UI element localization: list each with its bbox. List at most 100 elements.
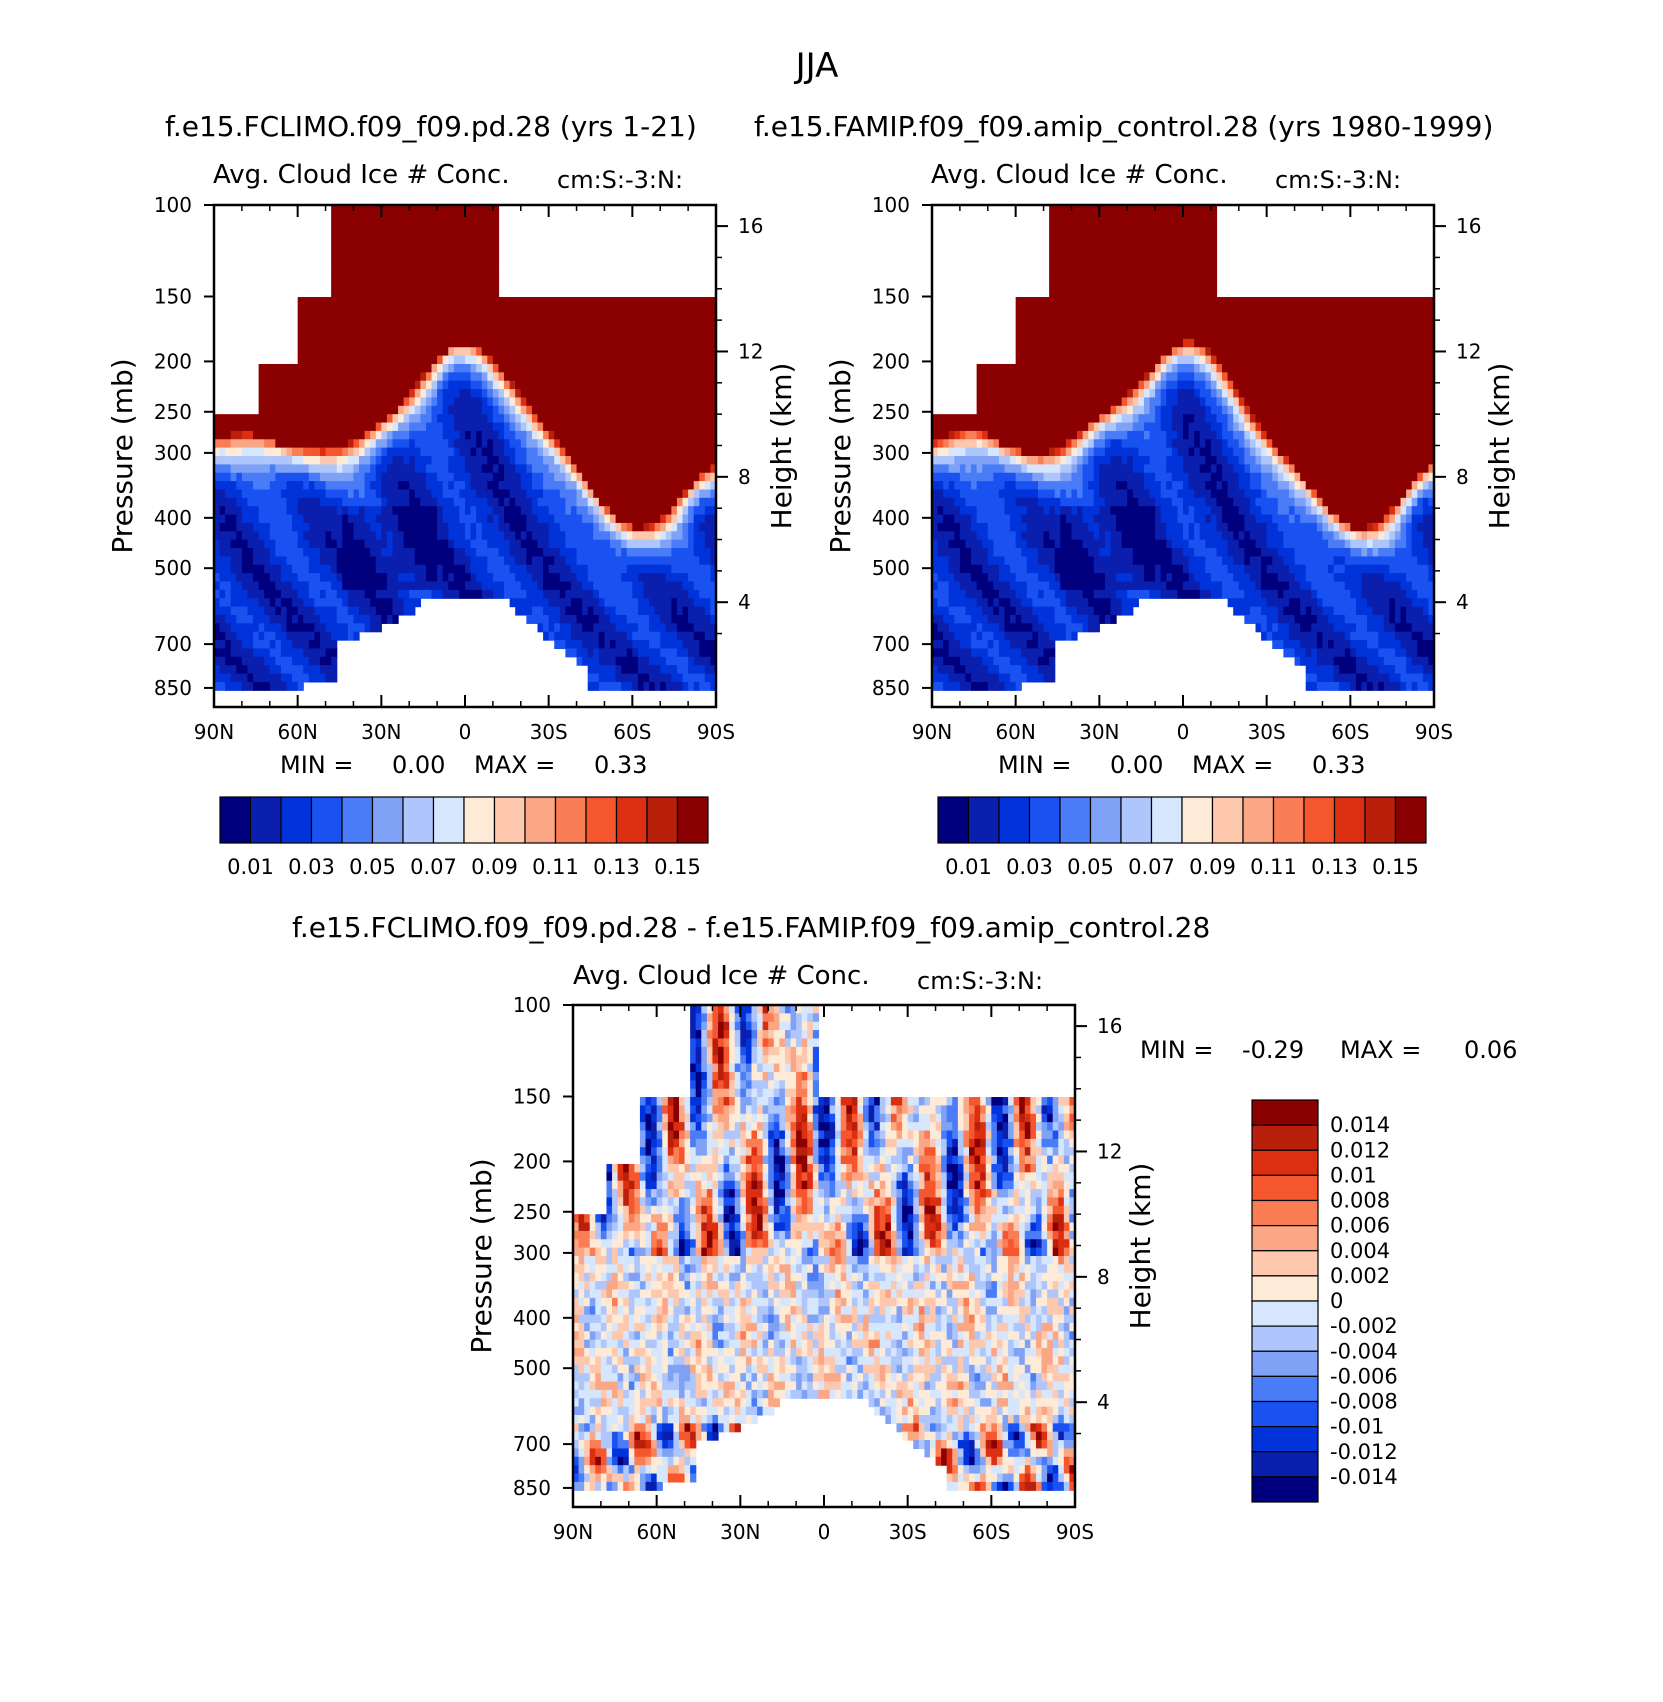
- panel-a-colorbar-label: 0.05: [349, 855, 396, 879]
- panel-a-xtick-label: 0: [459, 720, 472, 744]
- panel-b-colorbar-label: 0.11: [1250, 855, 1297, 879]
- panel-a-colorbar-box: [219, 796, 252, 844]
- panel-a-colorbar-box: [341, 796, 374, 844]
- panel-b-colorbar-box: [1272, 796, 1305, 844]
- panel-diff-colorbar: 0.0140.0120.010.0080.0060.0040.0020-0.00…: [1251, 1099, 1398, 1503]
- panel-a-ytick-label: 100: [154, 193, 192, 217]
- panel-b-plot: 90N 60N 30N 0 30S 60S 90S 100 150 200 250 300 400 500…: [824, 193, 1516, 744]
- panel-diff-colorbar-box: [1251, 1124, 1319, 1151]
- panel-b-ytick-label: 150: [872, 284, 910, 308]
- panel-a-colorbar-box: [524, 796, 557, 844]
- panel-diff-colorbar-box: [1251, 1400, 1319, 1428]
- panel-b-colorbar-box: [1028, 796, 1061, 844]
- panel-diff-min-value: -0.29: [1242, 1036, 1304, 1064]
- panel-a-min-value: 0.00: [392, 751, 445, 779]
- panel-b-colorbar-label: 0.09: [1189, 855, 1236, 879]
- panel-a-plot: 90N 60N 30N 0 30S 60S 90S 100 150 200 250 300 400 500…: [106, 193, 798, 744]
- panel-diff-colorbar-label: -0.008: [1330, 1390, 1398, 1414]
- panel-a-ytick-label: 150: [154, 284, 192, 308]
- panel-a-colorbar-label: 0.07: [410, 855, 457, 879]
- panel-diff-ytick-label: 300: [513, 1241, 551, 1265]
- panel-b-yright-tick-label: 4: [1456, 590, 1469, 614]
- panel-b-colorbar-label: 0.01: [945, 855, 992, 879]
- panel-a-colorbar-box: [463, 796, 496, 844]
- panel-a-xtick-label: 90S: [697, 720, 735, 744]
- panel-diff-colorbar-box: [1251, 1476, 1319, 1503]
- panel-diff-colorbar-label: 0.012: [1330, 1138, 1390, 1162]
- panel-b: f.e15.FAMIP.f09_f09.amip_control.28 (yrs…: [754, 110, 1516, 879]
- panel-b-yright-tick-label: 12: [1456, 339, 1481, 363]
- panel-a-ytick-label: 250: [154, 400, 192, 424]
- panel-a-colorbar-box: [432, 796, 465, 844]
- panel-b-xtick-label: 0: [1177, 720, 1190, 744]
- panel-diff-xtick-label: 60S: [972, 1520, 1010, 1544]
- panel-b-ytick-label: 700: [872, 632, 910, 656]
- panel-diff-ytick-label: 150: [513, 1084, 551, 1108]
- panel-diff-colorbar-label: -0.004: [1330, 1339, 1398, 1363]
- panel-diff-xtick-label: 60N: [636, 1520, 676, 1544]
- panel-diff-field: [573, 1005, 1076, 1491]
- panel-diff-ytick-label: 400: [513, 1306, 551, 1330]
- panel-b-colorbar-box: [1089, 796, 1122, 844]
- panel-a-colorbar-box: [493, 796, 526, 844]
- panel-diff-ytick-label: 100: [513, 993, 551, 1017]
- panel-diff-ytick-label: 500: [513, 1356, 551, 1380]
- panel-a-yright-tick-label: 4: [738, 590, 751, 614]
- panel-a-yright-tick-label: 8: [738, 465, 751, 489]
- panel-diff-xtick-label: 0: [818, 1520, 831, 1544]
- panel-b-min-value: 0.00: [1110, 751, 1163, 779]
- panel-a-xtick-label: 60N: [277, 720, 317, 744]
- panel-diff-colorbar-label: 0.002: [1330, 1264, 1390, 1288]
- panel-a-colorbar-label: 0.03: [288, 855, 335, 879]
- panel-diff-colorbar-box: [1251, 1350, 1319, 1377]
- panel-b-colorbar-label: 0.15: [1372, 855, 1419, 879]
- panel-diff-xtick-label: 90S: [1056, 1520, 1094, 1544]
- panel-a-ylabel: Pressure (mb): [106, 358, 139, 553]
- panel-a-colorbar-box: [371, 796, 404, 844]
- panel-a-ytick-label: 200: [154, 349, 192, 373]
- panel-a-ytick-label: 700: [154, 632, 192, 656]
- panel-b-xtick-label: 30S: [1248, 720, 1286, 744]
- panel-diff-colorbar-box: [1251, 1451, 1319, 1478]
- panel-b-colorbar-label: 0.07: [1128, 855, 1175, 879]
- panel-b-title: Avg. Cloud Ice # Conc.: [931, 160, 1228, 190]
- panel-b-xtick-label: 60N: [995, 720, 1035, 744]
- panel-b-colorbar-box: [1150, 796, 1183, 844]
- panel-b-ytick-label: 300: [872, 441, 910, 465]
- panel-diff-colorbar-box: [1251, 1275, 1319, 1302]
- panel-diff-colorbar-label: 0.01: [1330, 1163, 1377, 1187]
- panel-diff-colorbar-label: 0.008: [1330, 1189, 1390, 1213]
- panel-diff-colorbar-box: [1251, 1375, 1319, 1403]
- panel-diff-plot: 90N 60N 30N 0 30S 60S 90S 100 150 200 250 300 400 500…: [465, 993, 1157, 1544]
- panel-diff-colorbar-label: -0.002: [1330, 1314, 1398, 1338]
- panel-a-ylabel-right: Height (km): [765, 363, 798, 530]
- panel-a-colorbar-label: 0.13: [593, 855, 640, 879]
- panel-diff-xtick-label: 90N: [553, 1520, 593, 1544]
- panel-diff-colorbar-box: [1251, 1426, 1319, 1453]
- panel-diff-ytick-label: 850: [513, 1476, 551, 1500]
- panel-diff-ytick-label: 250: [513, 1200, 551, 1224]
- panel-a-min-label: MIN =: [280, 751, 353, 779]
- panel-b-ytick-label: 100: [872, 193, 910, 217]
- panel-diff-colorbar-box: [1251, 1325, 1319, 1352]
- panel-diff-colorbar-box: [1251, 1099, 1319, 1126]
- panel-a-xtick-label: 30N: [361, 720, 401, 744]
- panel-b-case-title: f.e15.FAMIP.f09_f09.amip_control.28 (yrs…: [754, 110, 1493, 143]
- panel-diff-max-value: 0.06: [1464, 1036, 1517, 1064]
- panel-a-colorbar-label: 0.09: [471, 855, 518, 879]
- panel-diff-units: cm:S:-3:N:: [917, 967, 1043, 995]
- panel-diff-yright-tick-label: 12: [1097, 1139, 1122, 1163]
- panel-a-field: [214, 205, 717, 691]
- panel-b-colorbar: 0.01 0.03 0.05 0.07 0.09 0.11 0.13 0.15: [937, 796, 1427, 879]
- panel-b-colorbar-box: [1211, 796, 1244, 844]
- panel-a-colorbar-box: [554, 796, 587, 844]
- panel-a: f.e15.FCLIMO.f09_f09.pd.28 (yrs 1-21) Av…: [106, 110, 798, 879]
- panel-diff-colorbar-box: [1251, 1199, 1319, 1227]
- panel-a-xtick-label: 90N: [194, 720, 234, 744]
- panel-a-colorbar-label: 0.15: [654, 855, 701, 879]
- panel-diff-case-title: f.e15.FCLIMO.f09_f09.pd.28 - f.e15.FAMIP…: [292, 911, 1210, 944]
- panel-b-max-value: 0.33: [1312, 751, 1365, 779]
- panel-b-xtick-label: 90S: [1415, 720, 1453, 744]
- panel-a-case-title: f.e15.FCLIMO.f09_f09.pd.28 (yrs 1-21): [165, 110, 697, 143]
- panel-diff-max-label: MAX =: [1340, 1036, 1421, 1064]
